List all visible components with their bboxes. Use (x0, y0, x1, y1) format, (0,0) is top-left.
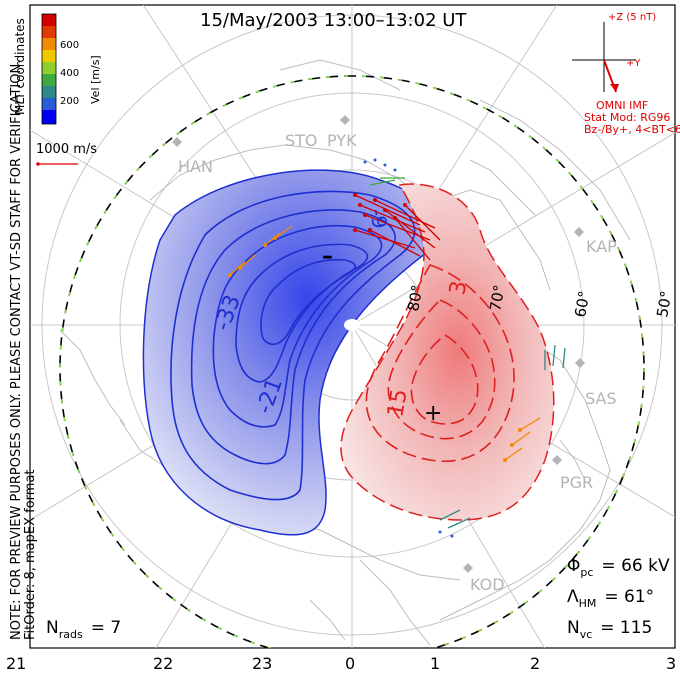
zero-potential-gap (344, 319, 360, 331)
colorbar-tick-200: 200 (60, 96, 79, 107)
mlt-tick-2: 2 (530, 654, 540, 673)
phi-value: = 66 kV (601, 556, 670, 576)
imf-model-label-2: Bz-/By+, 4<BT<6 (584, 123, 680, 136)
lambda-subscript: HM (579, 597, 597, 610)
potential-maximum-marker: + (424, 401, 442, 426)
fit-order-note: FitOrder: 8, mapEX format (23, 469, 38, 640)
mlt-tick-0: 0 (345, 654, 355, 673)
nrads-symbol: N (46, 618, 59, 638)
lambda-value: = 61° (604, 587, 654, 607)
imf-clock-dial (572, 22, 636, 93)
station-label-pyk: PYK (327, 131, 357, 150)
contour-label-neg-9: -9 (365, 207, 392, 231)
velocity-colorbar (41, 13, 57, 125)
station-label-kod: KOD (470, 575, 505, 594)
mlt-tick-22: 22 (153, 654, 173, 673)
lambda-symbol: Λ (567, 587, 579, 607)
positive-cell-fill (340, 183, 555, 521)
imf-source-label: OMNI IMF (596, 99, 648, 112)
station-label-sto: STO (285, 131, 318, 150)
svg-text:Φpc= 66 kV: Φpc = 66 kV (567, 556, 670, 579)
station-label-sas: SAS (585, 389, 617, 408)
colorbar-vel-label: Vel [m/s] (89, 55, 102, 104)
map-statistics: Φpc = 66 kV ΛHM = 61° Nvc = 115 Nrads = 7 (46, 556, 670, 641)
lat-label-60: 60° (571, 289, 593, 318)
mlt-tick-21: 21 (6, 654, 26, 673)
lat-label-80: 80° (404, 283, 426, 312)
station-label-pgr: PGR (560, 473, 593, 492)
lat-label-70: 70° (486, 283, 508, 312)
svg-text:ΛHM= 61°: ΛHM = 61° (567, 587, 654, 610)
contour-label-pos-15: 15 (383, 387, 412, 419)
lat-label-50: 50° (653, 289, 675, 318)
nvc-value: = 115 (600, 618, 652, 638)
potential-minimum-marker: – (322, 244, 333, 269)
colorbar-tick-400: 400 (60, 68, 79, 79)
svg-text:Nvc= 115: Nvc = 115 (567, 618, 652, 641)
station-label-han: HAN (178, 157, 213, 176)
scale-vector-label: 1000 m/s (36, 142, 97, 157)
imf-y-label: +Y (626, 58, 641, 69)
imf-vector-arrowhead (610, 84, 619, 92)
imf-z-label: +Z (5 nT) (608, 12, 656, 23)
mlt-tick-23: 23 (252, 654, 272, 673)
nvc-subscript: vc (580, 628, 593, 641)
mlt-tick-3: 3 (666, 654, 676, 673)
station-markers (172, 115, 585, 573)
nrads-subscript: rads (59, 628, 83, 641)
nvc-symbol: N (567, 618, 580, 638)
scale-vector-dot (36, 162, 40, 166)
nrads-value: = 7 (91, 618, 121, 638)
mlt-tick-1: 1 (430, 654, 440, 673)
positive-potential-cell (340, 183, 555, 521)
negative-potential-cell (142, 169, 441, 536)
boundary-green-markers (59, 75, 645, 648)
preview-note: NOTE: FOR PREVIEW PURPOSES ONLY. PLEASE … (9, 60, 24, 640)
imf-model-label-1: Stat Mod: RG96 (584, 111, 670, 124)
phi-symbol: Φ (567, 556, 580, 576)
phi-subscript: pc (580, 566, 593, 579)
colorbar-tick-600: 600 (60, 40, 79, 51)
velocity-vectors (228, 158, 566, 538)
station-label-kap: KAP (586, 237, 617, 256)
svg-text:Nrads= 7: Nrads = 7 (46, 618, 121, 641)
plot-title: 15/May/2003 13:00–13:02 UT (200, 10, 467, 31)
colorbar-coords-label: MLT coordinates (13, 18, 27, 115)
contour-label-pos-3: 3 (445, 279, 472, 297)
